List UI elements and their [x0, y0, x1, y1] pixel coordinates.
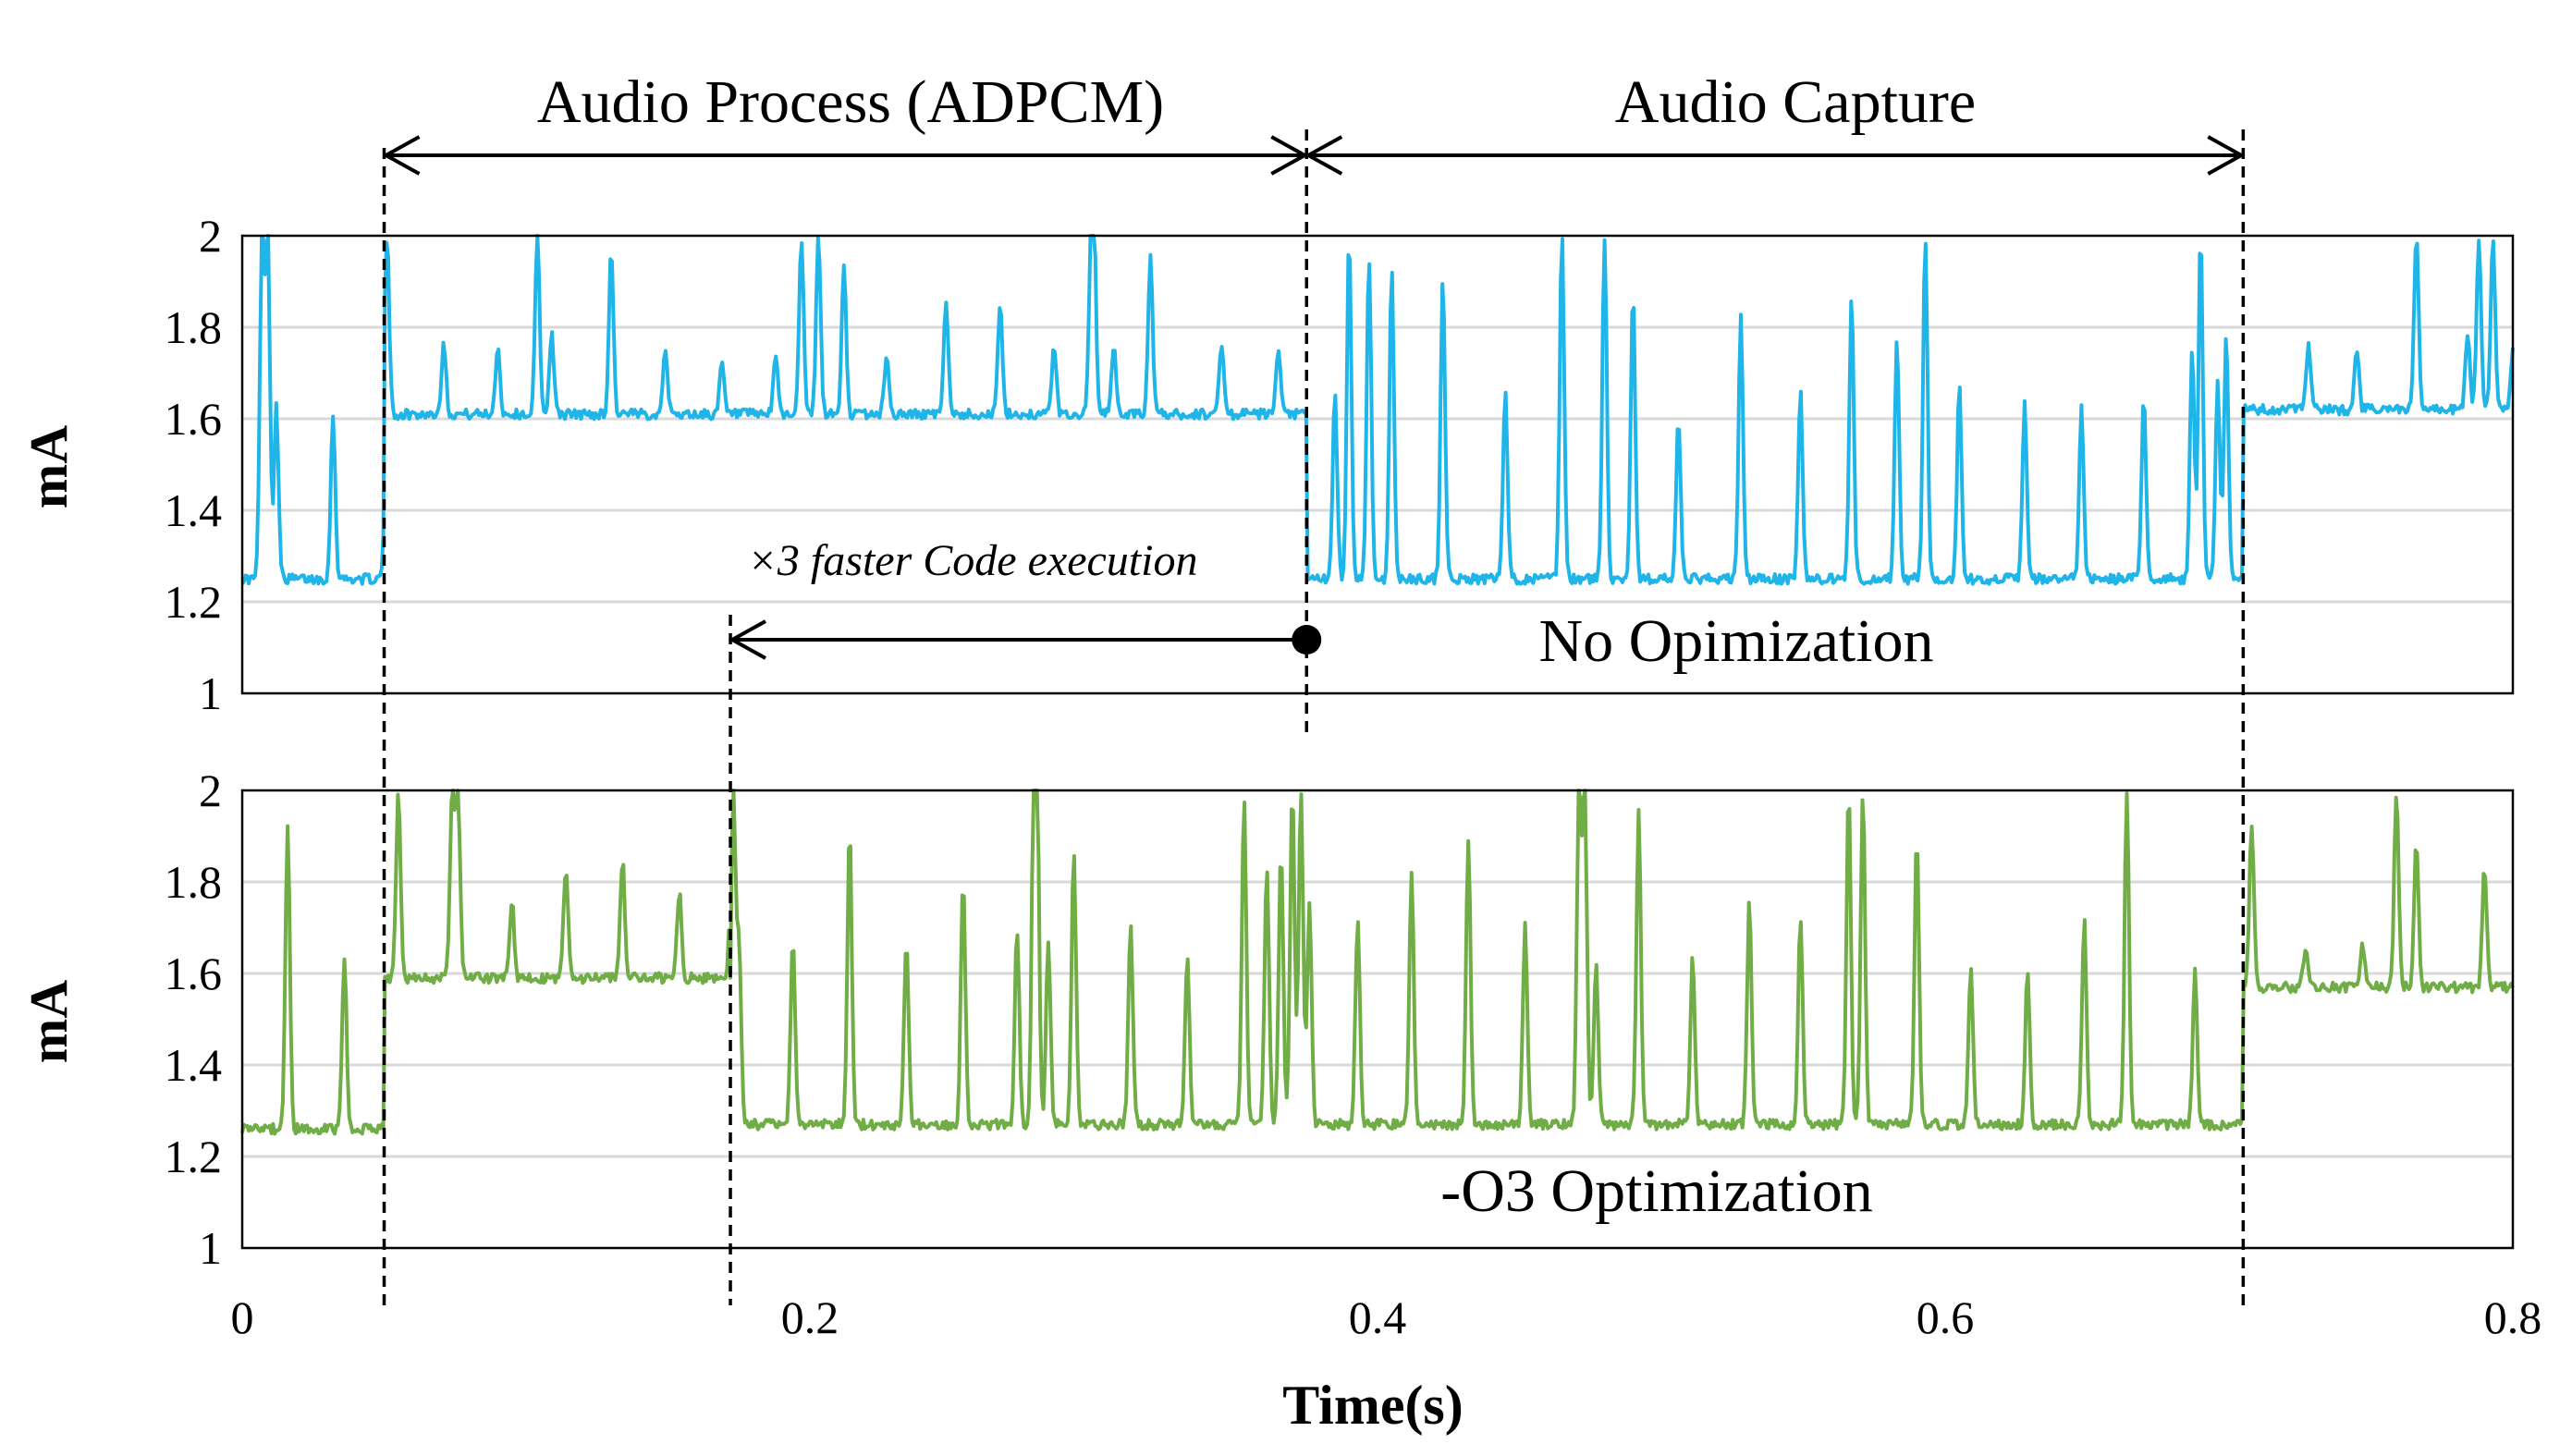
y-tick-label: 2 — [199, 765, 222, 816]
speedup-arrow-dot — [1292, 625, 1322, 655]
y-tick-label: 2 — [199, 210, 222, 262]
x-axis-label: Time(s) — [1282, 1375, 1464, 1436]
bottom-panel-label: -O3 Optimization — [1440, 1157, 1872, 1225]
audio-process-label: Audio Process (ADPCM) — [537, 68, 1164, 136]
y-tick-label: 1 — [199, 1222, 222, 1274]
top-panel-label: No Opimization — [1538, 607, 1933, 675]
bottom-y-axis-label: mA — [18, 980, 79, 1063]
x-tick-label: 0.4 — [1349, 1291, 1407, 1343]
speedup-annotation: ×3 faster Code execution — [748, 536, 1198, 585]
audio-capture-arrow-right-head — [2207, 135, 2246, 176]
y-tick-label: 1.2 — [165, 576, 223, 628]
x-tick-label: 0.6 — [1917, 1291, 1975, 1343]
audio-capture-arrow-left-head — [1304, 135, 1343, 176]
frames-layer — [240, 234, 2515, 1250]
y-tick-label: 1 — [199, 667, 222, 719]
y-tick-label: 1.8 — [165, 301, 223, 353]
x-tick-label: 0.2 — [781, 1291, 839, 1343]
ticks-layer: 1 1.2 1.4 1.6 1.8 2 1 1.2 1.4 1.6 1.8 2 0 0.2 0.4 0.6 0.… — [165, 210, 2542, 1343]
plot-frame — [240, 234, 2515, 695]
y-tick-label: 1.4 — [165, 484, 223, 536]
traces-layer — [240, 234, 2515, 1136]
y-tick-label: 1.2 — [165, 1131, 223, 1182]
top-y-axis-label: mA — [18, 425, 79, 508]
grid-layer — [242, 325, 2513, 1158]
plot-frame — [240, 789, 2515, 1250]
y-tick-label: 1.4 — [165, 1039, 223, 1091]
audio-capture-label: Audio Capture — [1615, 68, 1976, 136]
x-tick-label: 0 — [231, 1291, 254, 1343]
series-line — [240, 789, 2515, 1136]
y-tick-label: 1.8 — [165, 856, 223, 908]
speedup-arrow-left-head — [728, 619, 767, 660]
y-tick-label: 1.6 — [165, 393, 223, 445]
audio-process-arrow-left-head — [382, 135, 421, 176]
x-tick-label: 0.8 — [2484, 1291, 2542, 1343]
phase-markers-layer — [382, 129, 2246, 1305]
y-tick-label: 1.6 — [165, 948, 223, 999]
series-line — [240, 234, 2515, 586]
